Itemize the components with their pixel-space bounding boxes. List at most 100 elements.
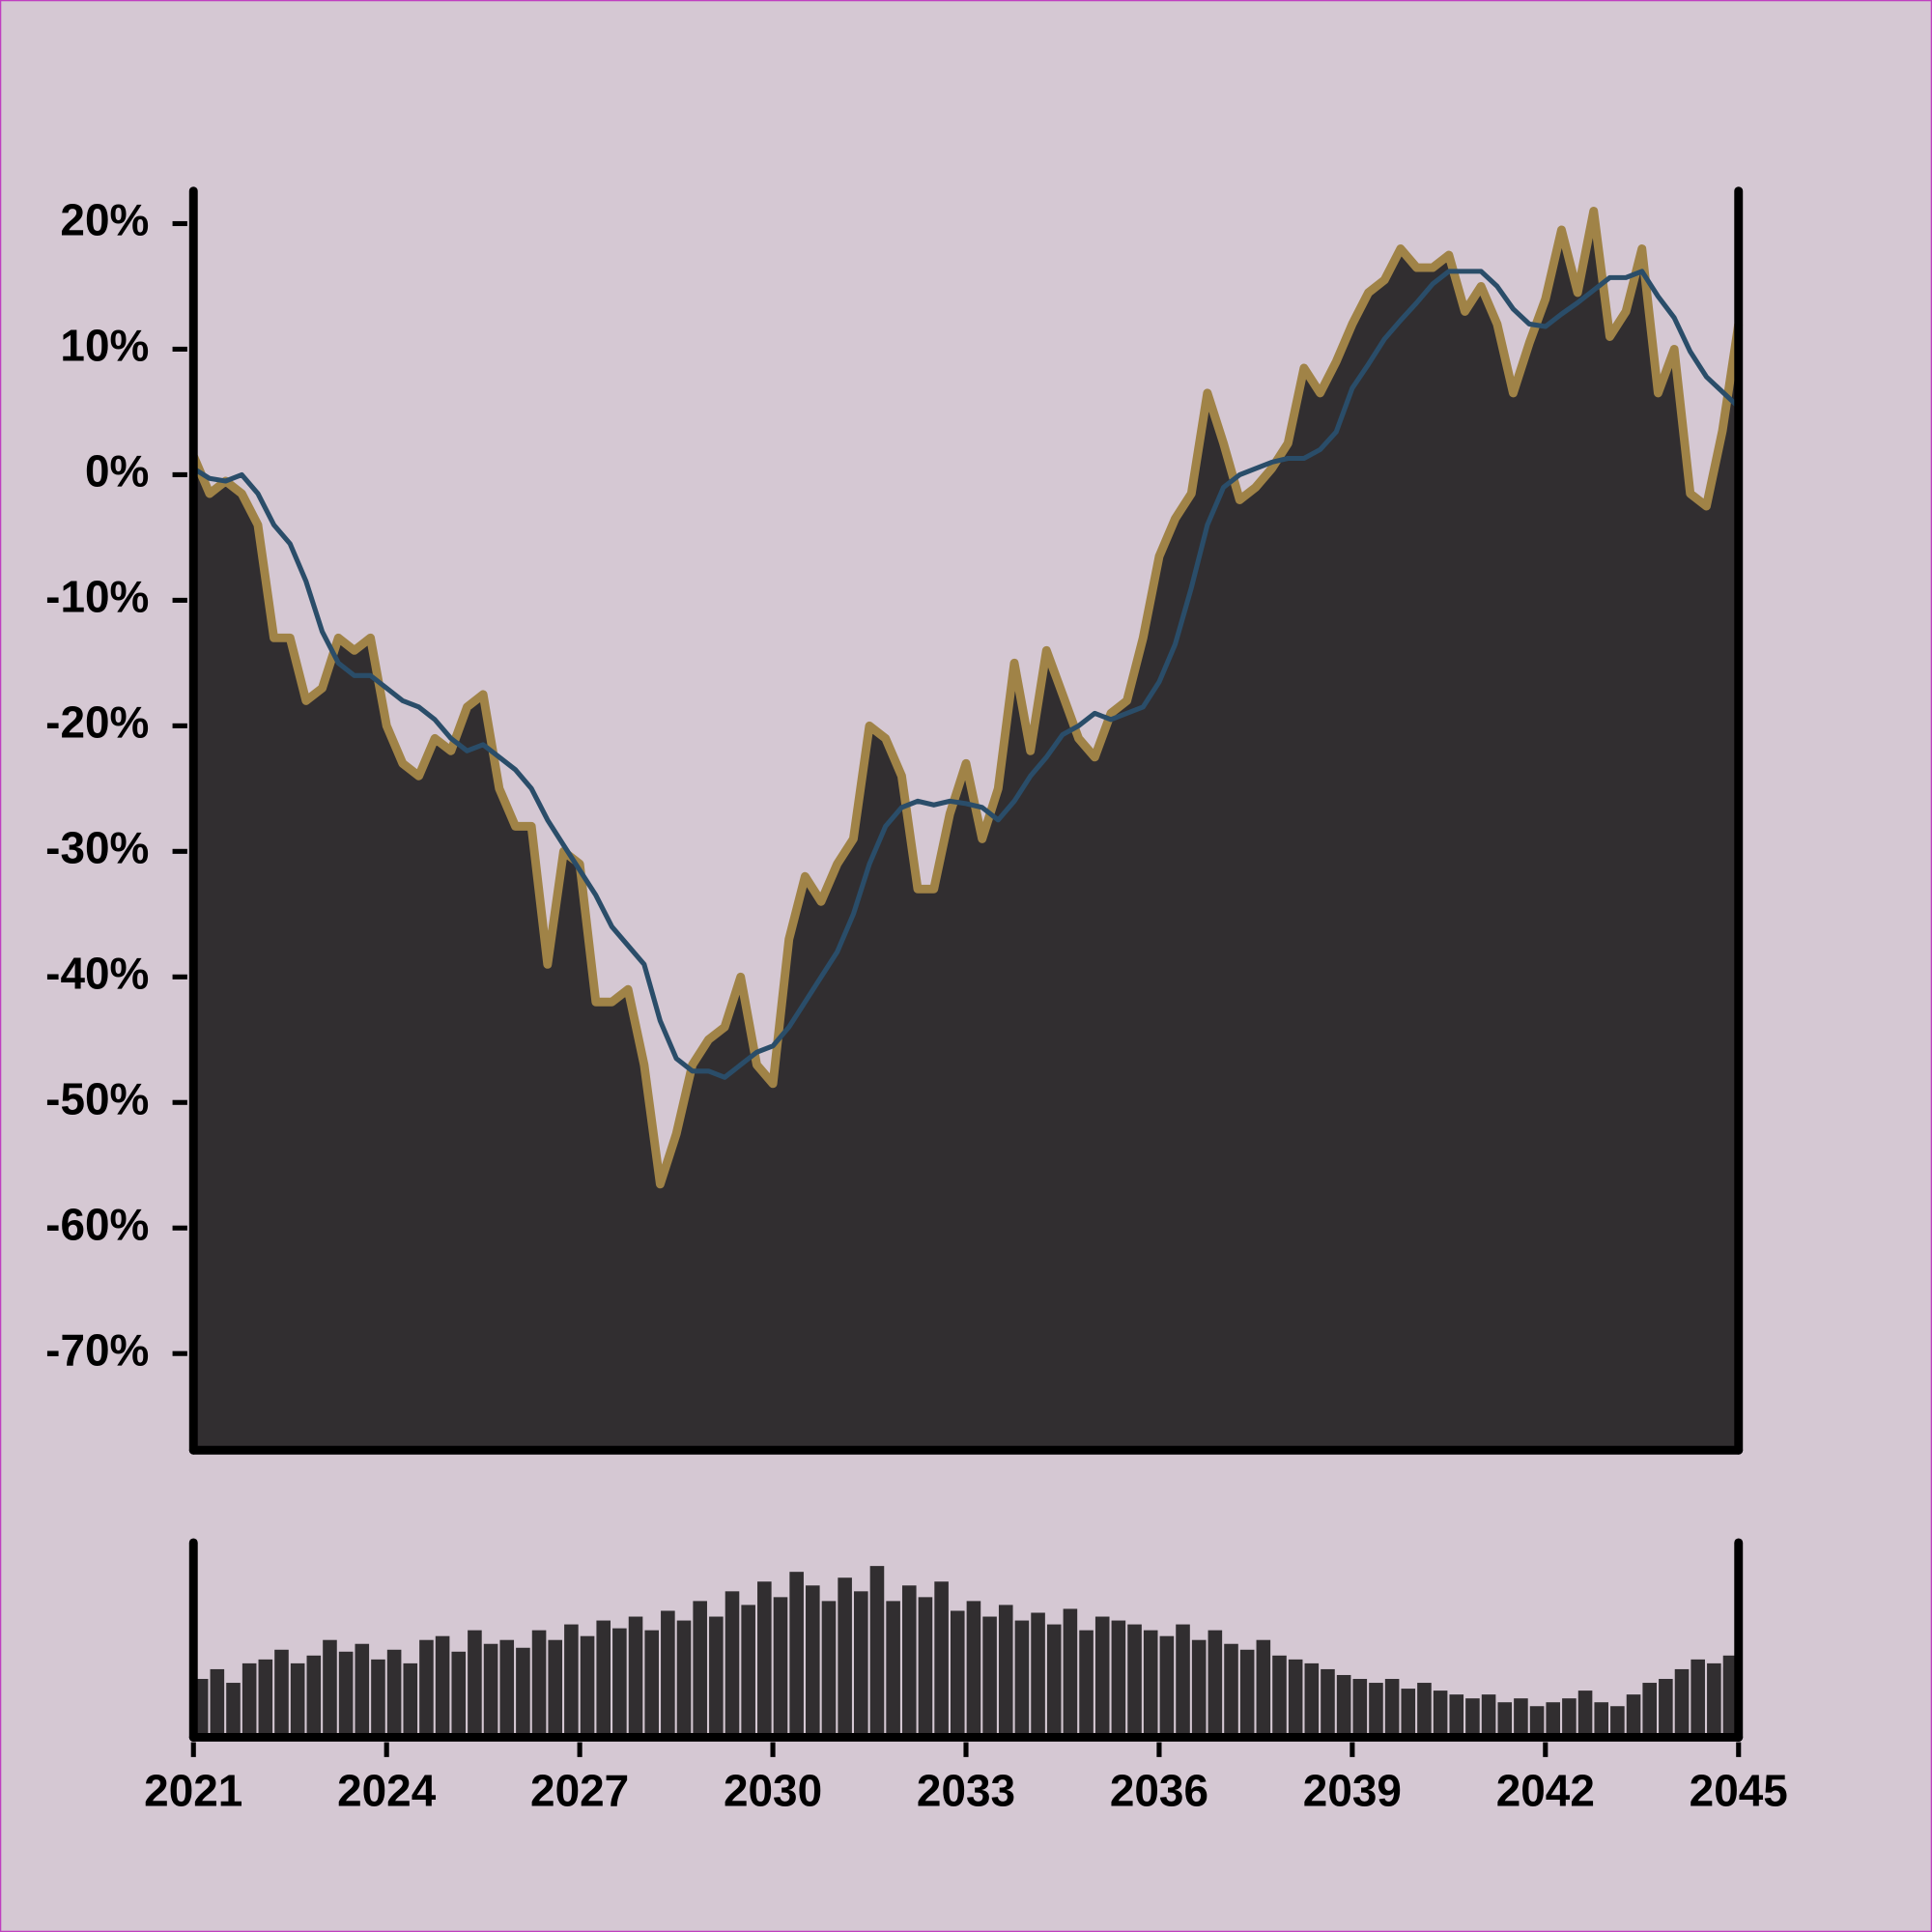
volume-bar (1127, 1624, 1142, 1738)
x-tick-label: 2036 (1110, 1765, 1208, 1815)
volume-bar (1514, 1698, 1528, 1738)
volume-bar (435, 1635, 450, 1738)
volume-bar (371, 1659, 385, 1738)
volume-bar (242, 1662, 257, 1738)
volume-bar (1352, 1679, 1368, 1738)
volume-bar (982, 1616, 997, 1738)
volume-bar (1304, 1662, 1320, 1738)
volume-bar (1674, 1668, 1690, 1738)
x-tick-label: 2045 (1690, 1765, 1788, 1815)
volume-bar (548, 1639, 563, 1738)
y-tick-label: -20% (45, 696, 149, 747)
y-tick-label: -70% (45, 1324, 149, 1375)
x-tick-label: 2042 (1496, 1765, 1595, 1815)
volume-bar (451, 1651, 467, 1738)
volume-bar (1159, 1635, 1175, 1738)
volume-bar (998, 1605, 1013, 1738)
volume-bar (1336, 1674, 1351, 1738)
area-fill (193, 211, 1739, 1451)
volume-bar (1642, 1683, 1657, 1738)
y-tick-label: -30% (45, 822, 149, 872)
volume-bar (644, 1630, 659, 1738)
volume-bar (226, 1683, 241, 1738)
volume-bar (886, 1601, 900, 1738)
x-tick-label: 2030 (724, 1765, 822, 1815)
volume-bar (1626, 1694, 1641, 1738)
volume-bar (531, 1630, 547, 1738)
volume-bar (1063, 1608, 1078, 1738)
y-tick-label: -60% (45, 1199, 149, 1249)
y-tick-label: 0% (85, 446, 149, 497)
volume-bar (1288, 1659, 1303, 1738)
volume-bar (355, 1643, 370, 1738)
y-tick-label: -40% (45, 948, 149, 998)
volume-bar (1256, 1639, 1271, 1738)
volume-bar (1094, 1616, 1110, 1738)
volume-bar (516, 1647, 530, 1738)
volume-bar (499, 1639, 515, 1738)
volume-bar (1433, 1690, 1448, 1738)
volume-bar (724, 1591, 740, 1738)
x-tick-label: 2039 (1303, 1765, 1402, 1815)
volume-bar (676, 1620, 692, 1738)
volume-bar (789, 1572, 804, 1738)
volume-bar (1401, 1689, 1416, 1738)
volume-bar (1031, 1612, 1045, 1738)
volume-bar (338, 1651, 354, 1738)
volume-bar (1546, 1702, 1561, 1738)
volume-bar (1659, 1679, 1673, 1738)
volume-bar (1384, 1679, 1400, 1738)
volume-bar (483, 1643, 498, 1738)
volume-bar (1176, 1624, 1190, 1738)
volume-bar (1111, 1620, 1126, 1738)
volume-bar (1562, 1698, 1577, 1738)
volume-bar (386, 1649, 402, 1738)
volume-bar (306, 1655, 322, 1738)
volume-bar (1610, 1706, 1625, 1738)
volume-bar (1224, 1643, 1238, 1738)
volume-bar (1191, 1639, 1207, 1738)
volume-bar (210, 1668, 225, 1738)
volume-bar (1079, 1630, 1094, 1738)
volume-bar (403, 1662, 418, 1738)
volume-bar (323, 1639, 337, 1738)
volume-bar (838, 1577, 852, 1738)
volume-bar (693, 1601, 707, 1738)
x-tick-label: 2027 (530, 1765, 629, 1815)
volume-bar (274, 1649, 289, 1738)
volume-bar (468, 1630, 482, 1738)
volume-bar (757, 1581, 772, 1738)
price-line (189, 207, 1744, 1189)
volume-bar (1417, 1683, 1432, 1738)
volume-bar (661, 1610, 675, 1738)
volume-bar (1272, 1655, 1287, 1738)
volume-bar (950, 1610, 965, 1738)
volume-bar (1143, 1630, 1158, 1738)
volume-bar (709, 1616, 724, 1738)
volume-bar (773, 1597, 788, 1738)
volume-bar (934, 1581, 949, 1738)
volume-bar (854, 1591, 868, 1738)
volume-bar (966, 1601, 981, 1738)
volume-bar (1529, 1706, 1545, 1738)
volume-bar (1707, 1662, 1721, 1738)
volume-bar (821, 1601, 837, 1738)
volume-bar (580, 1635, 595, 1738)
volume-bar (1481, 1694, 1496, 1738)
volume-bar (741, 1605, 755, 1738)
volume-bar (258, 1659, 273, 1738)
volume-bar (612, 1628, 627, 1738)
y-tick-label: -10% (45, 572, 149, 622)
y-tick-label: 20% (60, 195, 149, 245)
volume-bar (806, 1585, 820, 1738)
volume-bar (869, 1566, 885, 1738)
volume-bar (290, 1662, 305, 1738)
volume-bar (628, 1616, 643, 1738)
x-tick-label: 2024 (337, 1765, 437, 1815)
volume-bar (1321, 1668, 1335, 1738)
volume-bar (901, 1585, 917, 1738)
volume-bar (564, 1624, 579, 1738)
y-tick-label: 10% (60, 321, 149, 371)
volume-bar (1014, 1620, 1030, 1738)
